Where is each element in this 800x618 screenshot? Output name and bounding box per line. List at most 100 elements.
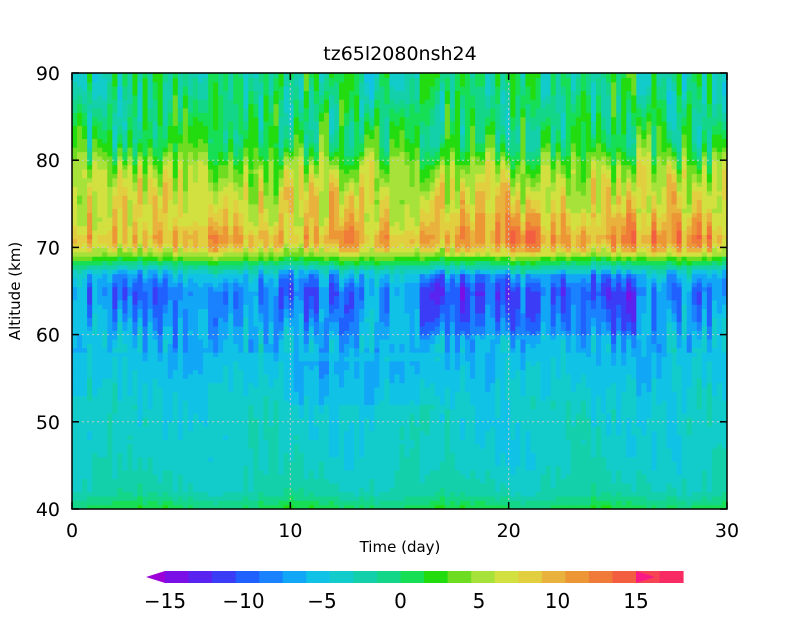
heatmap-cell: [716, 421, 723, 427]
heatmap-cell: [233, 469, 239, 475]
heatmap-cell: [82, 500, 88, 506]
heatmap-cell: [82, 495, 88, 501]
heatmap-cell: [500, 352, 506, 357]
heatmap-cell: [303, 352, 310, 357]
heatmap-cell: [641, 391, 647, 397]
heatmap-cell: [137, 426, 144, 432]
heatmap-cell: [87, 365, 93, 371]
heatmap-cell: [540, 461, 547, 466]
heatmap-cell: [364, 504, 370, 509]
heatmap-cell: [268, 469, 275, 475]
heatmap-cell: [293, 343, 300, 349]
heatmap-cell: [228, 504, 234, 509]
heatmap-cell: [182, 482, 189, 488]
heatmap-cell: [157, 474, 164, 480]
heatmap-cell: [621, 495, 627, 501]
heatmap-cell: [203, 347, 209, 353]
heatmap-cell: [596, 461, 602, 466]
heatmap-cell: [223, 400, 229, 405]
heatmap-cell: [122, 452, 129, 458]
heatmap-cell: [454, 417, 461, 423]
heatmap-cell: [545, 373, 552, 379]
heatmap-cell: [444, 378, 451, 384]
heatmap-cell: [686, 395, 693, 401]
heatmap-cell: [147, 452, 154, 458]
heatmap-cell: [399, 443, 406, 449]
heatmap-cell: [480, 434, 486, 440]
heatmap-cell: [142, 452, 149, 458]
heatmap-cell: [590, 378, 597, 384]
heatmap-cell: [253, 434, 260, 440]
heatmap-cell: [213, 461, 219, 466]
heatmap-cell: [172, 439, 179, 445]
heatmap-cell: [721, 430, 727, 436]
heatmap-cell: [424, 426, 431, 432]
heatmap-cell: [606, 461, 612, 466]
heatmap-cell: [243, 469, 249, 475]
heatmap-cell: [671, 421, 678, 427]
heatmap-cell: [490, 452, 496, 458]
heatmap-cell: [691, 352, 698, 357]
heatmap-cell: [137, 465, 144, 471]
heatmap-cell: [258, 482, 265, 488]
heatmap-cell: [505, 443, 511, 449]
heatmap-cell: [454, 421, 461, 427]
heatmap-cell: [691, 478, 698, 484]
heatmap-cell: [596, 474, 602, 480]
heatmap-cell: [636, 461, 642, 466]
heatmap-cell: [102, 400, 108, 405]
heatmap-cell: [510, 382, 516, 388]
heatmap-cell: [238, 360, 244, 366]
heatmap-cell: [213, 400, 219, 405]
heatmap-cell: [500, 360, 506, 366]
heatmap-cell: [454, 430, 461, 436]
heatmap-cell: [147, 474, 154, 480]
heatmap-cell: [701, 495, 708, 501]
heatmap-cell: [631, 465, 637, 471]
heatmap-cell: [716, 491, 723, 497]
heatmap-cell: [172, 356, 179, 362]
heatmap-cell: [545, 469, 552, 475]
heatmap-cell: [409, 373, 416, 379]
heatmap-cell: [117, 404, 123, 410]
heatmap-cell: [177, 434, 184, 440]
heatmap-cell: [152, 439, 159, 445]
heatmap-cell: [369, 352, 375, 357]
heatmap-cell: [263, 343, 270, 349]
heatmap-cell: [585, 369, 592, 375]
heatmap-cell: [636, 360, 642, 366]
heatmap-cell: [701, 400, 708, 405]
heatmap-cell: [394, 343, 401, 349]
heatmap-cell: [565, 482, 572, 488]
heatmap-cell: [686, 443, 693, 449]
heatmap-cell: [444, 382, 451, 388]
heatmap-cell: [480, 386, 486, 392]
heatmap-cell: [585, 347, 592, 353]
heatmap-cell: [152, 461, 159, 466]
heatmap-cell: [454, 504, 461, 509]
heatmap-cell: [97, 360, 103, 366]
heatmap-cell: [132, 495, 139, 501]
heatmap-cell: [495, 474, 501, 480]
heatmap-cell: [671, 343, 678, 349]
heatmap-cell: [676, 369, 683, 375]
heatmap-cell: [459, 360, 466, 366]
heatmap-cell: [500, 343, 506, 349]
heatmap-cell: [112, 365, 118, 371]
heatmap-cell: [308, 495, 315, 501]
heatmap-cell: [439, 430, 446, 436]
heatmap-cell: [465, 491, 471, 497]
heatmap-cell: [253, 491, 260, 497]
heatmap-cell: [102, 352, 108, 357]
heatmap-cell: [661, 373, 668, 379]
heatmap-cell: [465, 426, 471, 432]
heatmap-cell: [530, 347, 537, 353]
heatmap-cell: [686, 386, 693, 392]
heatmap-cell: [621, 400, 627, 405]
heatmap-cell: [409, 474, 416, 480]
heatmap-cell: [666, 347, 673, 353]
heatmap-cell: [520, 400, 527, 405]
heatmap-cell: [152, 487, 159, 493]
heatmap-cell: [167, 434, 174, 440]
heatmap-cell: [288, 382, 295, 388]
